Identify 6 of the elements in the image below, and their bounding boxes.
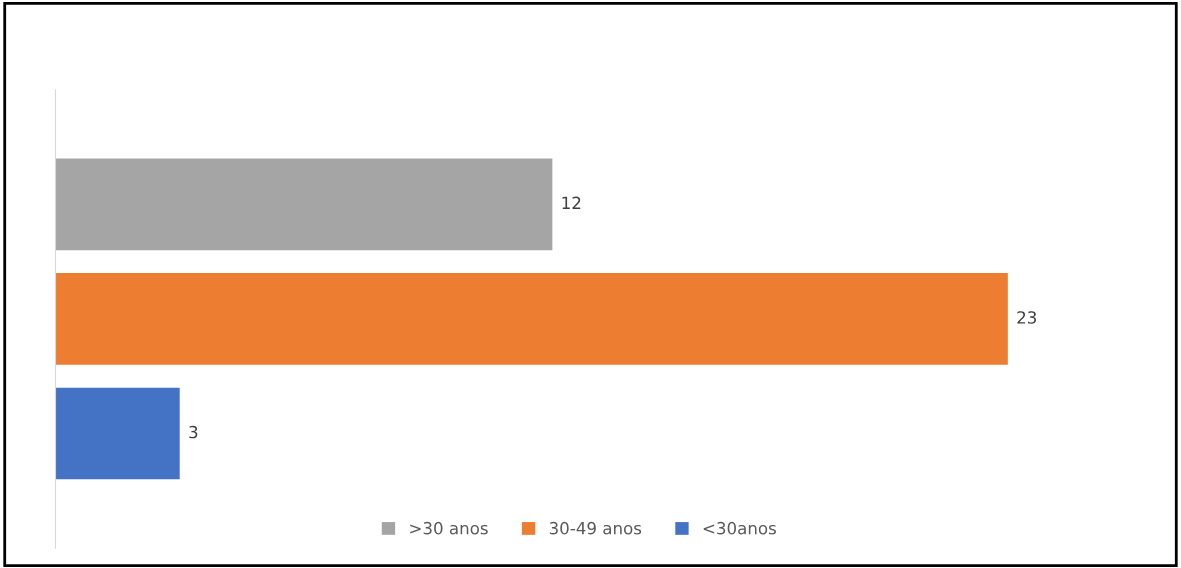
legend-label: <30anos (703, 521, 776, 535)
legend-label: >30 anos (410, 521, 488, 535)
data-label: 23 (1017, 311, 1037, 324)
data-label: 12 (562, 196, 581, 209)
legend-label: 30-49 anos (549, 521, 642, 535)
data-label: 3 (189, 425, 198, 439)
